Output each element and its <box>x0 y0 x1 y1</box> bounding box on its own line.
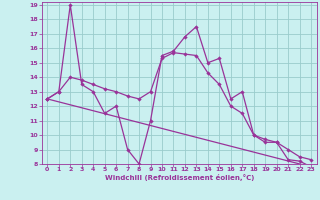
X-axis label: Windchill (Refroidissement éolien,°C): Windchill (Refroidissement éolien,°C) <box>105 174 254 181</box>
